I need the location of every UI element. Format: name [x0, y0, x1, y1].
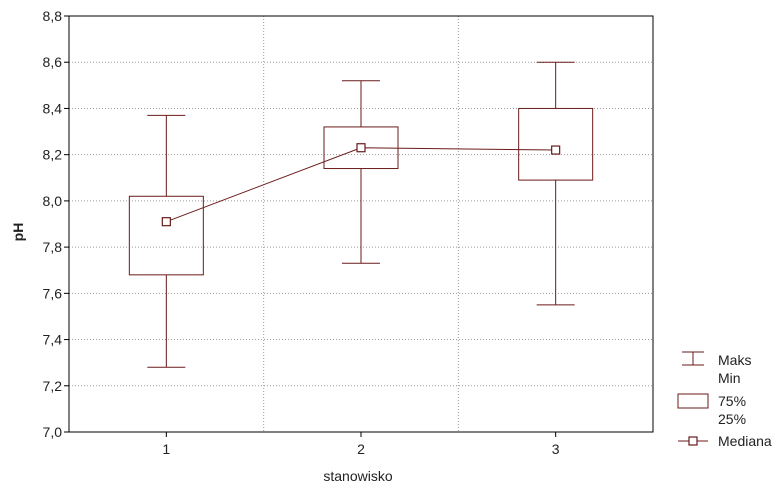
- iqr-box: [518, 107, 594, 181]
- legend-label-max: Maks: [718, 352, 751, 368]
- legend: Maks Min 75% 25% Mediana: [677, 351, 772, 449]
- legend-box-symbol: [677, 393, 709, 409]
- legend-label-q1: 25%: [718, 411, 746, 427]
- y-tick-label: 7,8: [43, 239, 63, 255]
- box-3: [518, 61, 594, 306]
- x-axis-ticks: 1 2 3: [162, 432, 560, 457]
- plot-area: 7,0 7,2 7,4 7,6 7,8 8,0 8,2 8,4 8,6 8,8 1 2 3: [43, 8, 654, 457]
- y-tick-label: 7,2: [43, 378, 63, 394]
- y-tick-label: 8,6: [43, 54, 63, 70]
- x-tick-label: 3: [552, 441, 560, 457]
- y-tick-label: 7,6: [43, 285, 63, 301]
- y-tick-label: 7,0: [43, 424, 63, 440]
- legend-label-q3: 75%: [718, 393, 746, 409]
- x-tick-label: 2: [357, 441, 365, 457]
- legend-label-median: Mediana: [718, 433, 772, 449]
- y-axis-title: pH: [10, 223, 26, 242]
- median-marker: [161, 217, 171, 227]
- box-1: [128, 114, 204, 368]
- legend-median-marker: [688, 436, 698, 446]
- x-tick-label: 1: [162, 441, 170, 457]
- y-axis-ticks: 7,0 7,2 7,4 7,6 7,8 8,0 8,2 8,4 8,6 8,8: [43, 8, 69, 440]
- legend-label-min: Min: [718, 370, 741, 386]
- box-2: [323, 80, 399, 264]
- iqr-box: [128, 195, 204, 276]
- x-axis-title: stanowisko: [323, 468, 392, 484]
- y-tick-label: 8,2: [43, 147, 63, 163]
- median-marker: [356, 143, 366, 153]
- box-series: [128, 61, 594, 368]
- y-tick-label: 8,4: [43, 100, 63, 116]
- median-marker: [551, 145, 561, 155]
- median-series: [161, 143, 561, 227]
- y-tick-label: 8,8: [43, 8, 63, 24]
- y-tick-label: 8,0: [43, 193, 63, 209]
- y-tick-label: 7,4: [43, 332, 63, 348]
